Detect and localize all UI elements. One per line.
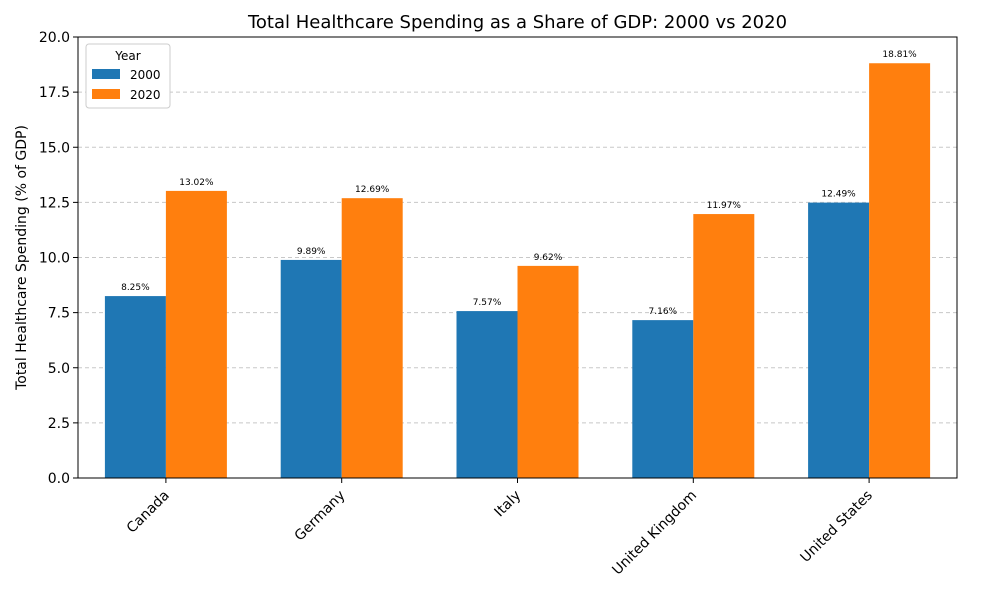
bars — [104, 63, 931, 479]
bar-2000-united-states — [808, 202, 870, 478]
x-tick-label: Canada — [124, 488, 173, 537]
y-tick-label: 20.0 — [39, 30, 70, 46]
data-label: 12.69% — [355, 185, 390, 195]
legend-swatch-2000 — [92, 69, 120, 79]
bar-2000-united-kingdom — [632, 320, 694, 478]
bar-2000-italy — [456, 311, 518, 478]
y-tick-label: 12.5 — [39, 195, 70, 211]
data-label: 11.97% — [707, 201, 742, 211]
bar-2000-canada — [104, 296, 166, 478]
legend-title: Year — [114, 49, 140, 63]
x-tick-label: Germany — [292, 488, 349, 545]
legend-swatch-2020 — [92, 89, 120, 99]
data-label: 7.57% — [473, 298, 502, 308]
y-tick-label: 5.0 — [48, 361, 70, 377]
y-tick-label: 2.5 — [48, 416, 70, 432]
data-label: 18.81% — [882, 50, 917, 60]
y-tick-label: 17.5 — [39, 85, 70, 101]
bar-2020-italy — [517, 265, 579, 478]
data-label: 8.25% — [121, 283, 150, 293]
legend-label-2020: 2020 — [130, 88, 161, 102]
data-label: 12.49% — [821, 190, 856, 200]
chart-title: Total Healthcare Spending as a Share of … — [247, 12, 787, 33]
y-ticks: 0.0 2.5 5.0 7.5 10.0 12.5 15.0 17.5 20.0 — [39, 30, 78, 487]
legend: Year 2000 2020 — [85, 43, 171, 109]
data-labels: 8.25% 13.02% 9.89% 12.69% 7.57% 9.62% 7.16% 11.… — [121, 50, 917, 317]
data-label: 9.89% — [297, 247, 326, 257]
x-tick-label: United Kingdom — [609, 488, 700, 579]
data-label: 9.62% — [534, 253, 563, 263]
y-axis-label: Total Healthcare Spending (% of GDP) — [14, 125, 30, 391]
bar-2020-canada — [165, 190, 227, 478]
bar-2020-united-states — [869, 63, 931, 478]
legend-label-2000: 2000 — [130, 68, 161, 82]
x-ticks: Canada Germany Italy United Kingdom United S… — [124, 478, 876, 578]
y-tick-label: 7.5 — [48, 306, 70, 322]
x-tick-label: Italy — [492, 488, 525, 521]
data-label: 7.16% — [649, 307, 678, 317]
x-tick-label: United States — [798, 488, 876, 566]
y-tick-label: 10.0 — [39, 251, 70, 267]
bar-2020-germany — [341, 198, 403, 479]
bar-2020-united-kingdom — [693, 214, 755, 478]
y-tick-label: 0.0 — [48, 471, 70, 487]
y-tick-label: 15.0 — [39, 140, 70, 156]
bar-2000-germany — [280, 259, 342, 478]
data-label: 13.02% — [179, 178, 214, 188]
